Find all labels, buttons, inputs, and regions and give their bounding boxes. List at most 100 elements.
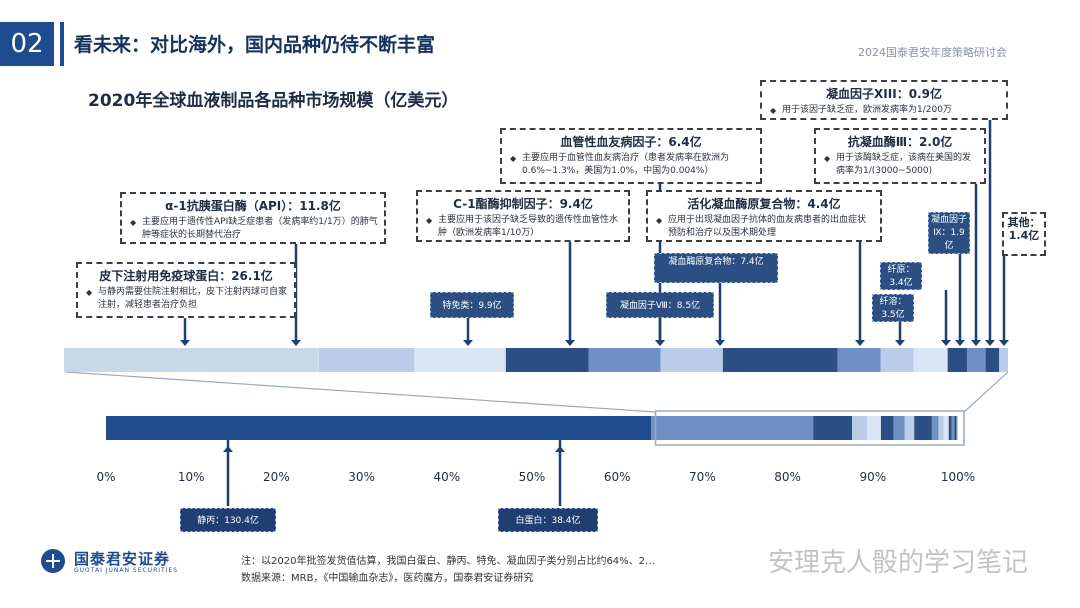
- arrow-factor-ix-head: [955, 340, 965, 346]
- page-headline: 看未来：对比海外，国内品种仍待不断丰富: [74, 34, 436, 56]
- annotation-title: 凝血因子XIII：0.9亿: [826, 87, 942, 101]
- arrow-fibrinolysis-head: [895, 340, 905, 346]
- arrow-apcc-head: [855, 340, 865, 346]
- bottom-bar-detail-segment: [904, 416, 915, 440]
- arrow-vwf-head: [655, 340, 665, 346]
- annotation-desc: ◆ 与静丙需要住院注射相比，皮下注射丙球可自家注射，减轻患者治疗负担: [86, 287, 288, 310]
- bottom-bar-segment: [106, 416, 652, 440]
- annotation-desc: ◆ 应用于出现凝血因子抗体的血友病患者的出血症状预防和治疗以及围术期处理: [656, 215, 867, 238]
- bottom-bar-detail-segment: [893, 416, 905, 440]
- label-others: 其他：1.4亿: [1002, 212, 1046, 256]
- annotation-title: 皮下注射用免疫球蛋白：26.1亿: [99, 269, 273, 283]
- annotation-scig: 皮下注射用免疫球蛋白：26.1亿 ◆ 与静丙需要住院注射相比，皮下注射丙球可自家注…: [76, 262, 296, 318]
- arrow-pcc-head: [715, 340, 725, 346]
- top-bar-segment: [913, 348, 948, 372]
- x-tick-label: 60%: [603, 470, 631, 484]
- arrow-fibrinogen-head: [941, 340, 951, 346]
- label-ivig: 静丙：130.4亿: [180, 508, 276, 532]
- annotation-desc: ◆ 主要应用于遗传性API缺乏症患者（发病率约1/1万）的肺气肿等症状的长期替代治…: [130, 217, 378, 240]
- bottom-stacked-bar: [106, 410, 965, 446]
- annotation-at3: 抗凝血酶Ⅲ：2.0亿 ◆ 用于该酶缺乏症，该病在美国的发病率为1/(3000~50…: [814, 128, 986, 184]
- company-logo-text: 国泰君安证券: [74, 550, 171, 568]
- annotation-title: 血管性血友病因子：6.4亿: [560, 135, 702, 149]
- annotation-desc: ◆ 主要应用于血管性血友病治疗（患者发病率在欧洲为0.6%~1.3%，美国为1.0…: [510, 153, 730, 176]
- arrow-at3-head: [971, 340, 981, 346]
- annotation-factor-xiii: 凝血因子XIII：0.9亿 ◆ 用于该因子缺乏症，欧洲发病率为1/200万: [760, 80, 1008, 120]
- section-number-badge: 02: [0, 22, 54, 66]
- bottom-bar-detail-segment: [948, 416, 952, 440]
- label-fibrinogen: 纤原：3.4亿: [880, 262, 922, 290]
- annotation-aat: α-1抗胰蛋白酶（API）：11.8亿 ◆ 主要应用于遗传性API缺乏症患者（发病…: [120, 192, 386, 244]
- bottom-bar-detail-segment: [880, 416, 894, 440]
- top-bar-segment: [837, 348, 881, 372]
- x-tick-label: 10%: [177, 470, 205, 484]
- annotation-c1-inhibitor: C-1酯酶抑制因子：9.4亿 ◆ 主要应用于该因子缺乏导致的遗传性血管性水肿（欧洲…: [416, 190, 630, 242]
- bottom-bar-segment: [651, 416, 814, 440]
- x-tick-label: 30%: [348, 470, 375, 484]
- bottom-bar-detail-segment: [813, 416, 853, 440]
- annotation-desc: ◆ 主要应用于该因子缺乏导致的遗传性血管性水肿（欧洲发病率1/10万）: [426, 215, 619, 238]
- connector-lines: [65, 371, 1009, 413]
- footnote: 注：以2020年批签发货值估算，我国白蛋白、静丙、特免、凝血因子类分别占比约64…: [241, 556, 656, 567]
- bottom-bar-detail-segment: [951, 416, 955, 440]
- arrow-albumin-head: [555, 446, 565, 452]
- annotation-title: C-1酯酶抑制因子：9.4亿: [453, 197, 593, 211]
- top-bar-segment: [722, 348, 838, 372]
- annotation-title: α-1抗胰蛋白酶（API）：11.8亿: [165, 199, 341, 213]
- label-factor-ix: 凝血因子Ⅸ：1.9亿: [928, 212, 970, 254]
- bottom-bar-detail-segment: [956, 416, 958, 440]
- top-bar-segment: [660, 348, 723, 372]
- annotation-apcc: 活化凝血酶原复合物：4.4亿 ◆ 应用于出现凝血因子抗体的血友病患者的出血症状预防…: [646, 190, 882, 242]
- x-tick-label: 50%: [518, 470, 546, 484]
- annotation-title: 抗凝血酶Ⅲ：2.0亿: [847, 135, 953, 149]
- annotation-desc: ◆ 用于该因子缺乏症，欧洲发病率为1/200万: [770, 105, 952, 115]
- bottom-bar-detail-segment: [931, 416, 939, 440]
- data-source: 数据来源：MRB，《中国输血杂志》，医药魔方，国泰君安证券研究: [241, 573, 534, 584]
- x-tick-label: 90%: [859, 470, 887, 484]
- arrow-c1-head: [565, 340, 575, 346]
- top-bar-segment: [505, 348, 589, 372]
- label-factor-viii: 凝血因子Ⅷ：8.5亿: [606, 292, 714, 318]
- arrow-ivig-head: [223, 446, 233, 452]
- bottom-bar-detail-segment: [954, 416, 957, 440]
- arrow-others-head: [999, 340, 1009, 346]
- arrow-factor-xiii-head: [985, 340, 995, 346]
- top-bar-segment: [999, 348, 1008, 372]
- bottom-bar-detail-segment: [943, 416, 949, 440]
- arrow-scig-head: [180, 340, 190, 346]
- x-tick-label: 70%: [689, 470, 716, 484]
- arrow-aat-head: [291, 340, 301, 346]
- bottom-bar-detail-segment: [852, 416, 867, 440]
- arrow-special-head: [463, 340, 473, 346]
- bottom-bar-detail-segment: [938, 416, 944, 440]
- header-divider: [60, 22, 64, 66]
- zoom-connector-right: [963, 371, 1009, 413]
- zoom-highlight-box: [654, 410, 965, 446]
- x-tick-label: 80%: [774, 470, 801, 484]
- watermark: 安理克人骰的学习笔记: [768, 548, 1029, 578]
- label-fibrinolysis: 纤溶：3.5亿: [872, 294, 914, 322]
- company-logo-icon: [40, 548, 66, 574]
- label-special-ig: 特免类：9.9亿: [430, 292, 514, 318]
- top-stacked-bar: [64, 348, 1008, 372]
- x-tick-label: 20%: [263, 470, 290, 484]
- annotation-title: 活化凝血酶原复合物：4.4亿: [687, 197, 841, 211]
- x-tick-label: 100%: [940, 470, 976, 484]
- label-albumin: 白蛋白：38.4亿: [498, 508, 598, 532]
- top-bar-segment: [967, 348, 986, 372]
- annotation-desc: ◆ 用于该酶缺乏症，该病在美国的发病率为1/(3000~5000): [824, 153, 972, 176]
- top-bar-segment: [414, 348, 506, 372]
- bottom-bar-detail-segment: [866, 416, 881, 440]
- top-bar-segment: [985, 348, 1000, 372]
- bottom-bar-detail-segment: [914, 416, 932, 440]
- top-bar-lead-segment: [64, 348, 319, 372]
- top-bar-segment: [880, 348, 914, 372]
- x-tick-label: 0%: [96, 470, 116, 484]
- chart-title: 2020年全球血液制品各品种市场规模（亿美元）: [88, 91, 459, 111]
- event-label: 2024国泰君安年度策略研讨会: [858, 46, 1007, 59]
- top-bar-segment: [588, 348, 661, 372]
- label-pcc: 凝血酶原复合物：7.4亿: [654, 253, 778, 283]
- x-tick-label: 40%: [433, 470, 461, 484]
- top-bar-segment: [947, 348, 968, 372]
